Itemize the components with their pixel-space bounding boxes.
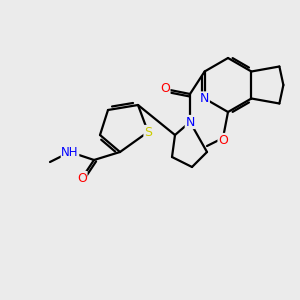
Text: O: O — [160, 82, 170, 95]
Text: N: N — [200, 92, 209, 105]
Text: O: O — [218, 134, 228, 146]
Text: N: N — [185, 116, 195, 128]
Text: NH: NH — [61, 146, 79, 158]
Text: O: O — [77, 172, 87, 184]
Text: S: S — [144, 125, 152, 139]
